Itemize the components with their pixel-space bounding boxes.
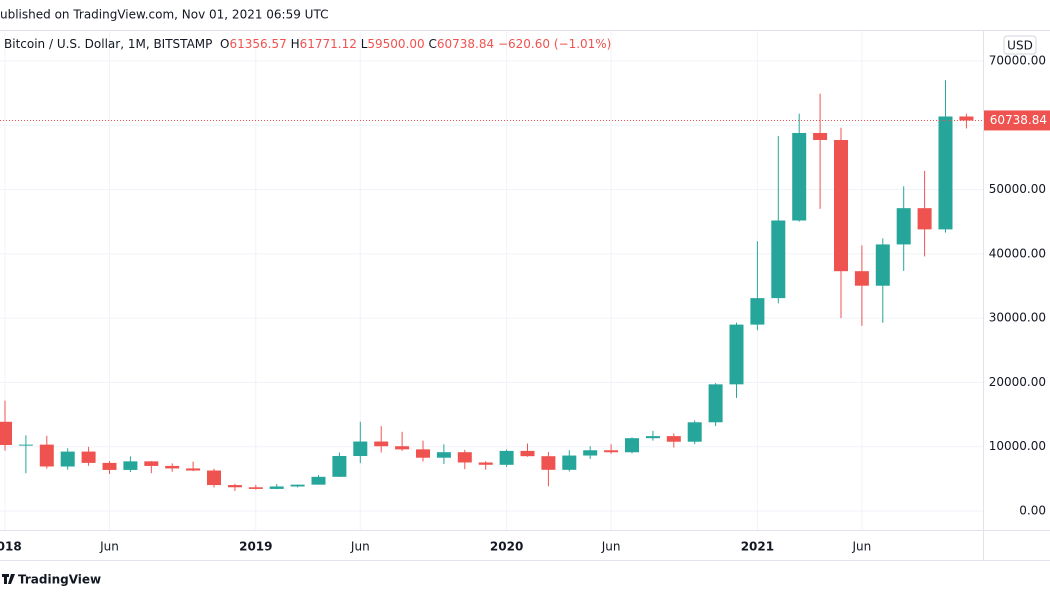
candle-body — [165, 465, 180, 469]
candle-body — [520, 450, 535, 457]
candle-body — [687, 422, 702, 442]
ohlc-key: H — [290, 37, 300, 51]
last-price-box — [984, 110, 1050, 131]
candle-body — [583, 450, 598, 456]
candle-body — [645, 436, 660, 439]
candle-body — [478, 462, 493, 465]
candle-body — [708, 384, 723, 423]
y-tick-label: 70000.00 — [989, 53, 1046, 67]
candle-body — [959, 116, 974, 121]
candle-body — [227, 485, 242, 488]
candle-body — [290, 484, 305, 487]
y-tick-label: 10000.00 — [989, 439, 1046, 453]
candle-body — [499, 450, 514, 465]
published-note: ublished on TradingView.com, Nov 01, 202… — [0, 8, 328, 22]
candle-body — [18, 444, 33, 446]
candle-body — [123, 461, 138, 470]
ohlc-value: 60738.84 — [436, 37, 495, 51]
candle-body — [39, 444, 54, 467]
candle-body — [729, 324, 744, 385]
candle-body — [186, 468, 201, 471]
candle-body — [207, 470, 221, 486]
candle-body — [60, 451, 75, 467]
candle-body — [541, 456, 556, 470]
footer-brand: TradingView — [18, 573, 101, 587]
candle-body — [81, 451, 96, 463]
logo — [2, 574, 15, 584]
y-tick-label: 30000.00 — [989, 311, 1046, 325]
y-tick-label: 40000.00 — [989, 246, 1046, 260]
candle-body — [144, 461, 159, 466]
ohlc-value: 59500.00 — [367, 37, 425, 51]
ohlc-key: C — [428, 37, 437, 51]
x-tick-label: 2020 — [490, 540, 523, 554]
candle-body — [771, 220, 786, 299]
currency: USD — [1007, 39, 1033, 53]
x-tick-label: 2019 — [239, 540, 272, 554]
ohlc-key: L — [360, 37, 368, 51]
candle-body — [604, 450, 619, 453]
candle-body — [0, 421, 12, 446]
candle-body — [666, 436, 681, 442]
candle-body — [353, 441, 368, 456]
candle-body — [436, 452, 451, 458]
x-tick-label: Jun — [350, 540, 370, 554]
candle-body — [834, 139, 848, 272]
y-tick-label: 0.00 — [1019, 504, 1046, 518]
last-price-label: 60738.84 — [990, 113, 1047, 127]
x-tick-label: Jun — [852, 540, 872, 554]
ohlc-value: 61356.57 — [229, 37, 287, 51]
y-tick-label: 50000.00 — [989, 182, 1046, 196]
candle-body — [562, 455, 577, 470]
y-tick-label: 20000.00 — [989, 375, 1046, 389]
change: −620.60 (−1.01%) — [497, 37, 612, 51]
candle-body — [395, 446, 410, 450]
candle-body — [750, 298, 765, 325]
symbol: Bitcoin / U.S. Dollar, 1M, BITSTAMP — [4, 37, 213, 51]
candle-body — [269, 486, 284, 489]
candle-body — [625, 438, 639, 453]
candle-body — [416, 449, 430, 458]
candle-body — [332, 455, 347, 477]
candle-body — [875, 244, 890, 286]
candle-body — [813, 132, 828, 140]
x-tick-label: Jun — [99, 540, 119, 554]
candle-body — [311, 476, 326, 485]
grid — [0, 31, 983, 530]
candle-body — [792, 132, 807, 221]
x-tick-label: Jun — [601, 540, 621, 554]
candle-body — [917, 208, 932, 230]
ohlc-value: 61771.12 — [299, 37, 357, 51]
candle-body — [374, 441, 389, 447]
x-tick-label: 2018 — [0, 540, 22, 554]
x-tick-label: 2021 — [741, 540, 774, 554]
candle-body — [102, 462, 117, 470]
candle-body — [457, 452, 472, 463]
currency-box[interactable] — [1003, 35, 1037, 55]
ohlc-key: O — [220, 37, 230, 51]
candle-body — [896, 208, 911, 245]
candle-body — [938, 116, 953, 230]
candle-body — [854, 271, 869, 286]
legend: Bitcoin / U.S. Dollar, 1M, BITSTAMP O613… — [4, 37, 611, 51]
candle-body — [248, 487, 263, 489]
